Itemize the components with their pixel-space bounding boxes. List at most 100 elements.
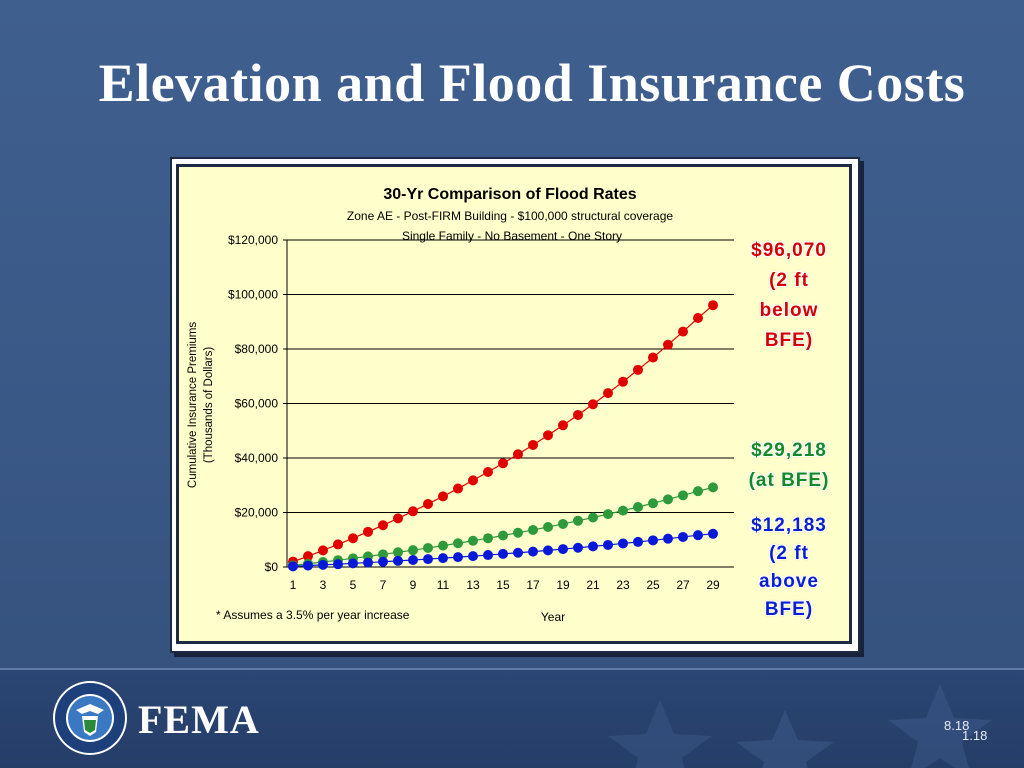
x-tick-label: 19 — [556, 578, 570, 592]
callout-below-bfe-line-2: (2 ft — [769, 270, 809, 291]
series-below-bfe-point — [438, 491, 448, 502]
star-decoration-icon — [736, 710, 834, 768]
x-tick-label: 11 — [437, 578, 450, 592]
y-tick-label: $60,000 — [235, 397, 279, 411]
callout-above-bfe-line-2: (2 ft — [769, 543, 809, 564]
series-below-bfe-point — [483, 467, 493, 478]
series-below-bfe-point — [318, 545, 328, 556]
series-at-bfe-point — [618, 505, 628, 516]
series-at-bfe-point — [708, 482, 718, 493]
slide-number-secondary: 1.18 — [962, 728, 988, 743]
y-tick-label: $80,000 — [235, 342, 279, 356]
series-below-bfe-point — [663, 339, 673, 350]
x-tick-label: 25 — [646, 578, 660, 592]
series-below-bfe-point — [498, 458, 508, 469]
series-above-bfe-point — [378, 556, 388, 567]
series-above-bfe-point — [333, 559, 343, 570]
callout-below-bfe-line-4: BFE) — [764, 330, 814, 351]
series-above-bfe-point — [663, 533, 673, 544]
series-at-bfe-point — [543, 521, 553, 532]
y-tick-label: $0 — [265, 560, 279, 574]
callout-below-bfe-line-3: below — [759, 300, 819, 321]
series-below-bfe-point — [393, 513, 403, 524]
series-below-bfe-point — [573, 409, 583, 420]
series-below-bfe-point — [333, 539, 343, 550]
y-tick-label: $20,000 — [235, 506, 279, 520]
series-at-bfe-point — [423, 542, 433, 553]
series-above-bfe-point — [528, 546, 538, 557]
series-below-bfe-point — [348, 533, 358, 544]
footer-bar — [0, 668, 1024, 768]
series-above-bfe-point — [453, 552, 463, 563]
x-tick-label: 7 — [380, 578, 387, 592]
series-below-bfe-point — [558, 420, 568, 431]
x-tick-labels: 1 3 5 7 9 11 13 15 17 19 21 23 25 27 29 — [290, 578, 720, 592]
x-tick-label: 5 — [350, 578, 357, 592]
axes — [283, 239, 734, 568]
series-above-bfe-point — [708, 528, 718, 539]
y-axis-label-line-1: Cumulative Insurance Premiums — [187, 322, 199, 488]
series-above-bfe-point — [423, 554, 433, 565]
series-above-bfe-point — [468, 551, 478, 562]
series-below-bfe-point — [633, 364, 643, 375]
series-at-bfe-point — [498, 530, 508, 541]
series-below-bfe-point — [588, 399, 598, 410]
series-at-bfe-point — [573, 515, 583, 526]
series-above-bfe-point — [678, 531, 688, 542]
series-at-bfe-point — [468, 535, 478, 546]
series-at-bfe-point — [378, 549, 388, 560]
series-at-bfe-point — [678, 490, 688, 501]
callout-at-bfe-amount: $29,218 — [751, 440, 827, 461]
series-below-bfe-point — [543, 430, 553, 441]
series-at-bfe-point — [483, 533, 493, 544]
chart-subtitle-line-2: Single Family - No Basement - One Story — [402, 229, 622, 243]
series-above-bfe — [288, 528, 718, 572]
series-at-bfe-point — [648, 498, 658, 509]
y-tick-label: $120,000 — [228, 233, 278, 247]
slide-title: Elevation and Flood Insurance Costs — [98, 53, 966, 113]
series-above-bfe-point — [303, 560, 313, 571]
series-at-bfe-point — [663, 494, 673, 505]
x-tick-label: 27 — [676, 578, 690, 592]
series-below-bfe-point — [408, 506, 418, 517]
series-group — [288, 300, 718, 572]
series-at-bfe-point — [603, 509, 613, 520]
series-at-bfe-point — [438, 540, 448, 551]
series-above-bfe-point — [648, 535, 658, 546]
series-above-bfe-point — [513, 547, 523, 558]
series-below-bfe-point — [678, 326, 688, 337]
callout-above-bfe: $12,183 (2 ft above BFE) — [732, 512, 846, 624]
y-tick-label: $100,000 — [228, 288, 278, 302]
x-tick-label: 3 — [320, 578, 327, 592]
series-above-bfe-point — [603, 539, 613, 550]
series-above-bfe-point — [693, 530, 703, 541]
x-tick-label: 9 — [410, 578, 417, 592]
y-tick-labels: $0 $20,000 $40,000 $60,000 $80,000 $100,000 $1… — [228, 233, 278, 574]
series-above-bfe-point — [288, 561, 298, 572]
chart-footnote: * Assumes a 3.5% per year increase — [216, 608, 410, 622]
series-above-bfe-point — [408, 554, 418, 565]
series-at-bfe-point — [558, 518, 568, 529]
x-tick-label: 15 — [496, 578, 510, 592]
series-below-bfe-point — [468, 475, 478, 486]
y-axis-label-line-2: (Thousands of Dollars) — [203, 347, 215, 463]
series-above-bfe-point — [393, 555, 403, 566]
series-at-bfe-point — [408, 545, 418, 556]
callout-above-bfe-line-4: BFE) — [764, 599, 814, 620]
x-tick-label: 23 — [616, 578, 630, 592]
series-at-bfe-point — [633, 501, 643, 512]
x-tick-label: 17 — [526, 578, 540, 592]
series-below-bfe-point — [513, 449, 523, 460]
series-above-bfe-point — [558, 544, 568, 555]
chart-subtitle-line-1: Zone AE - Post-FIRM Building - $100,000 … — [347, 209, 673, 223]
x-tick-label: 13 — [466, 578, 480, 592]
series-at-bfe-point — [393, 547, 403, 558]
series-below-bfe-point — [618, 376, 628, 387]
series-above-bfe-point — [363, 557, 373, 568]
x-tick-label: 29 — [706, 578, 720, 592]
star-decoration-icon — [888, 684, 992, 768]
series-at-bfe-point — [513, 527, 523, 538]
series-below-bfe-line — [292, 304, 714, 563]
series-above-bfe-point — [633, 536, 643, 547]
